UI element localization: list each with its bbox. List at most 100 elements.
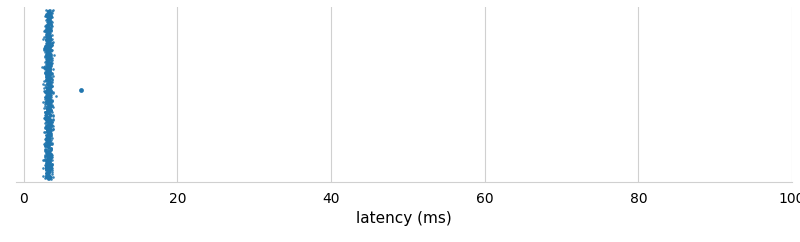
Point xyxy=(42,11,54,15)
Point xyxy=(40,89,53,92)
Point xyxy=(45,136,58,140)
Point xyxy=(43,175,56,179)
Point xyxy=(40,62,53,66)
Point xyxy=(40,165,53,169)
Point xyxy=(42,145,54,149)
Point xyxy=(43,107,56,111)
Point xyxy=(43,64,56,68)
Point xyxy=(39,57,52,61)
Point xyxy=(42,108,55,112)
Point xyxy=(40,166,53,170)
Point xyxy=(40,155,53,159)
Point xyxy=(41,130,54,134)
Point xyxy=(46,77,59,81)
Point xyxy=(43,15,56,19)
Point xyxy=(42,54,54,58)
Point xyxy=(41,89,54,93)
Point xyxy=(42,35,54,38)
Point xyxy=(43,122,56,126)
Point xyxy=(41,128,54,132)
Point xyxy=(42,44,54,48)
Point xyxy=(39,29,52,32)
Point xyxy=(42,134,55,138)
Point xyxy=(40,54,53,58)
Point xyxy=(41,140,54,144)
Point xyxy=(44,53,57,57)
Point xyxy=(43,105,56,109)
Point xyxy=(41,41,54,45)
Point xyxy=(39,95,52,99)
Point xyxy=(40,33,53,37)
Point xyxy=(41,33,54,37)
Point xyxy=(42,106,55,110)
Point xyxy=(40,166,53,170)
Point xyxy=(43,9,56,13)
Point xyxy=(41,26,54,30)
Point xyxy=(42,17,55,21)
Point xyxy=(43,158,56,161)
Point xyxy=(43,102,56,106)
Point xyxy=(45,49,58,53)
Point xyxy=(42,129,54,133)
Point xyxy=(42,143,54,146)
Point xyxy=(42,9,54,13)
Point xyxy=(42,67,55,71)
Point xyxy=(45,38,58,42)
Point xyxy=(39,148,52,151)
Point xyxy=(43,156,56,160)
Point xyxy=(44,68,57,72)
Point xyxy=(44,48,57,52)
Point xyxy=(42,68,54,72)
Point xyxy=(42,101,55,105)
Point xyxy=(41,90,54,93)
Point xyxy=(43,57,56,61)
Point xyxy=(42,94,54,98)
Point xyxy=(42,106,55,109)
Point xyxy=(38,89,51,93)
Point xyxy=(40,171,53,175)
Point xyxy=(44,147,57,151)
Point xyxy=(39,166,52,169)
Point xyxy=(37,37,50,41)
Point xyxy=(43,112,56,116)
Point xyxy=(40,110,53,114)
Point xyxy=(42,28,55,32)
Point xyxy=(43,158,56,161)
Point xyxy=(42,153,55,157)
Point xyxy=(43,106,56,110)
Point xyxy=(45,104,58,108)
Point xyxy=(41,109,54,113)
Point xyxy=(42,22,54,26)
Point xyxy=(38,29,51,32)
Point xyxy=(41,74,54,78)
Point xyxy=(42,99,54,103)
Point xyxy=(42,125,54,129)
Point xyxy=(44,94,57,98)
Point xyxy=(43,38,56,42)
Point xyxy=(40,72,53,76)
Point xyxy=(46,20,58,24)
Point xyxy=(44,149,57,153)
Point xyxy=(41,75,54,79)
Point xyxy=(40,138,53,142)
Point xyxy=(42,23,54,27)
Point xyxy=(41,87,54,91)
Point xyxy=(42,166,55,170)
Point xyxy=(40,133,53,137)
Point xyxy=(45,163,58,167)
Point xyxy=(44,20,57,24)
Point xyxy=(41,157,54,160)
Point xyxy=(42,89,54,93)
Point xyxy=(45,63,58,67)
Point xyxy=(42,43,54,47)
Point xyxy=(40,18,53,22)
Point xyxy=(43,36,56,40)
Point xyxy=(43,15,56,19)
Point xyxy=(41,144,54,148)
Point xyxy=(42,55,55,59)
Point xyxy=(43,94,56,98)
Point xyxy=(44,97,57,101)
Point xyxy=(41,158,54,162)
Point xyxy=(42,60,54,64)
Point xyxy=(43,168,56,172)
